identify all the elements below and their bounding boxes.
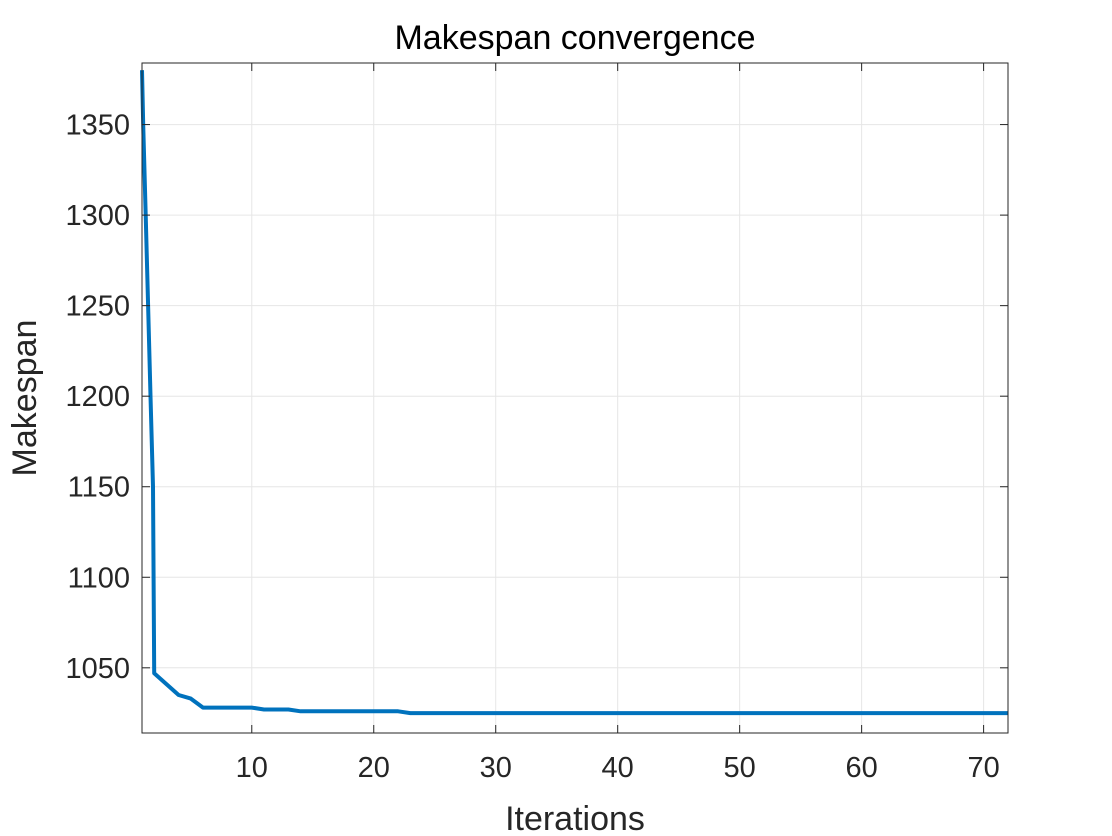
x-tick-label: 30 [480,752,512,784]
y-axis-label: Makespan [6,320,44,477]
x-tick-label: 20 [358,752,390,784]
series-line [140,70,1008,716]
y-tick-label: 1150 [68,472,130,504]
x-tick-label: 10 [236,752,268,784]
series-layer [140,70,1008,716]
y-tick-label: 1350 [65,110,130,142]
chart-title: Makespan convergence [394,19,755,57]
ticks: 10 20 30 40 50 60 70 1050 1100 1150 1200 1250 1300 13… [65,63,1008,784]
y-tick-label: 1300 [65,200,130,232]
x-tick-label: 40 [602,752,634,784]
x-tick-label: 60 [846,752,878,784]
plot-area [142,63,1008,733]
grid [142,63,1008,733]
y-tick-label: 1200 [65,381,130,413]
y-tick-label: 1250 [65,291,130,323]
y-tick-label: 1100 [68,562,130,594]
x-tick-label: 50 [724,752,756,784]
x-axis-label: Iterations [505,800,645,836]
axes-box [141,62,1009,734]
y-tick-label: 1050 [65,653,130,685]
x-tick-label: 70 [967,752,999,784]
